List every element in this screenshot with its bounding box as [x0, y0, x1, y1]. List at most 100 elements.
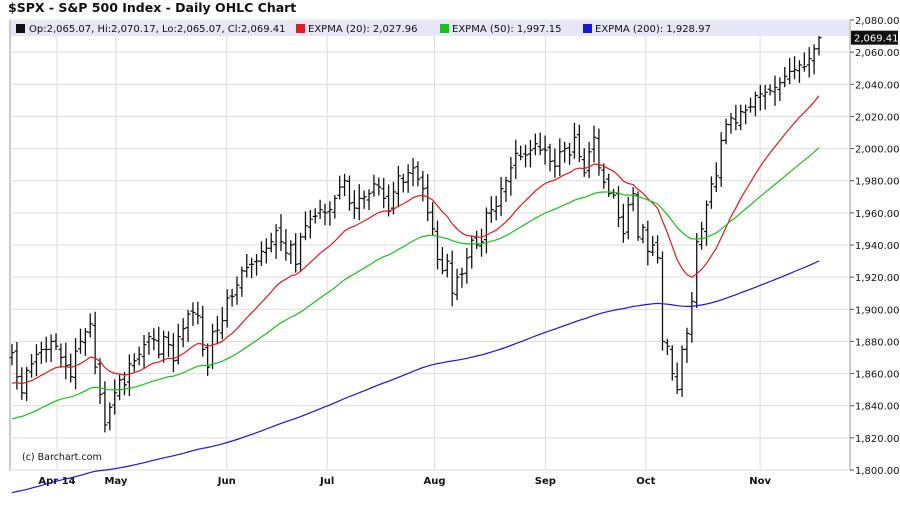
ohlc-bar	[381, 177, 387, 209]
ohlc-bar	[767, 84, 773, 96]
ohlc-bar	[288, 240, 294, 264]
ohlc-bar	[278, 214, 284, 251]
ohlc-bar	[425, 174, 431, 222]
ohlc-bar	[400, 173, 406, 193]
ohlc-bar	[611, 188, 617, 199]
ohlc-bar	[322, 203, 328, 226]
ohlc-bar	[410, 158, 416, 187]
ohlc-bars	[9, 32, 822, 433]
y-tick-label: 1,880.00	[855, 337, 900, 348]
ohlc-bar	[801, 52, 807, 72]
y-tick-label: 2,000.00	[855, 145, 900, 156]
ohlc-bar	[312, 208, 318, 224]
x-tick-label: Nov	[749, 476, 771, 487]
ohlc-bar	[508, 157, 514, 196]
ohlc-bar	[58, 343, 64, 368]
ohlc-bar	[395, 165, 401, 208]
ohlc-bar	[376, 177, 382, 196]
ohlc-bar	[126, 354, 132, 397]
ohlc-bar	[645, 220, 651, 266]
ohlc-bar	[655, 235, 661, 264]
ohlc-bar	[449, 250, 455, 307]
ohlc-bar	[782, 67, 788, 88]
ohlc-bar	[298, 232, 304, 273]
ohlc-bar	[518, 145, 524, 161]
ohlc-bar	[439, 247, 445, 275]
legend-swatch-ohlc	[16, 24, 25, 33]
legend: Op:2,065.07, Hi:2,070.17, Lo:2,065.07, C…	[11, 21, 849, 36]
x-axis-ticks: Apr 14 May Jun Jul Aug Sep Oct Nov	[38, 476, 771, 487]
legend-item: EXPMA (200): 1,928.97	[595, 24, 711, 35]
ohlc-bar	[317, 199, 323, 220]
ohlc-bar	[635, 191, 641, 241]
ohlc-bar	[532, 133, 538, 156]
y-tick-label: 1,840.00	[855, 402, 900, 413]
ohlc-bar	[229, 288, 235, 307]
ohlc-bar	[342, 173, 348, 197]
ohlc-bar	[586, 141, 592, 179]
ohlc-bar	[141, 335, 147, 369]
ohlc-bar	[356, 184, 362, 221]
ohlc-bar	[302, 211, 308, 241]
ohlc-bar	[146, 332, 152, 355]
legend-swatch	[583, 24, 592, 33]
ohlc-bar	[151, 328, 157, 351]
ohlc-bar	[405, 164, 411, 193]
y-tick-label: 2,020.00	[855, 112, 900, 123]
ohlc-bar	[669, 345, 675, 381]
ohlc-bar	[346, 175, 352, 211]
ohlc-bar	[552, 148, 558, 178]
ohlc-bar	[557, 138, 563, 176]
x-tick-label: Oct	[636, 476, 655, 487]
chart-title: $SPX - S&P 500 Index - Daily OHLC Chart	[8, 0, 297, 15]
y-tick-label: 1,940.00	[855, 241, 900, 252]
ohlc-bar	[679, 345, 685, 397]
x-tick-label: Jun	[217, 476, 236, 487]
ohlc-bar	[606, 173, 612, 197]
ohlc-bar	[738, 104, 744, 131]
ohlc-bar	[327, 201, 333, 226]
ohlc-bar	[694, 233, 700, 309]
ohlc-bar	[792, 56, 798, 80]
ohlc-bar	[92, 311, 98, 375]
ohlc-bar	[180, 318, 186, 348]
ohlc-bar	[371, 174, 377, 197]
ohlc-bar	[752, 91, 758, 117]
ohlc-bar	[156, 326, 162, 359]
ohlc-bar	[435, 220, 441, 270]
ohlc-bar	[33, 344, 39, 377]
ohlc-bar	[195, 301, 201, 325]
ohlc-bar	[748, 97, 754, 113]
ohlc-bar	[293, 233, 299, 273]
x-tick-label: May	[104, 476, 127, 487]
ohlc-bar	[263, 238, 269, 264]
ohlc-bar	[107, 402, 113, 431]
ohlc-bar	[479, 228, 485, 257]
ohlc-bar	[337, 175, 343, 200]
ohlc-bar	[244, 254, 250, 278]
ohlc-bar	[185, 309, 191, 342]
ema-line	[11, 95, 820, 385]
ohlc-bar	[77, 328, 83, 354]
legend-swatch	[440, 24, 449, 33]
ohlc-bar	[43, 336, 49, 363]
ohlc-bar	[29, 354, 35, 378]
ohlc-bar	[273, 224, 279, 259]
ohlc-bar	[571, 122, 577, 159]
ohlc-bar	[112, 379, 118, 415]
ohlc-bar	[567, 142, 573, 165]
y-tick-label: 1,920.00	[855, 273, 900, 284]
ohlc-bar	[684, 327, 690, 363]
ohlc-bar	[650, 235, 656, 257]
y-tick-label: 1,960.00	[855, 209, 900, 220]
y-tick-label: 2,080.00	[855, 16, 900, 27]
legend-band	[11, 21, 849, 36]
ohlc-bar	[625, 196, 631, 240]
ohlc-bar	[704, 200, 710, 246]
ohlc-bar	[542, 135, 548, 165]
ohlc-bar	[459, 267, 465, 288]
ohlc-bar	[630, 187, 636, 212]
ohlc-bar	[361, 190, 367, 209]
ohlc-bar	[254, 254, 260, 276]
